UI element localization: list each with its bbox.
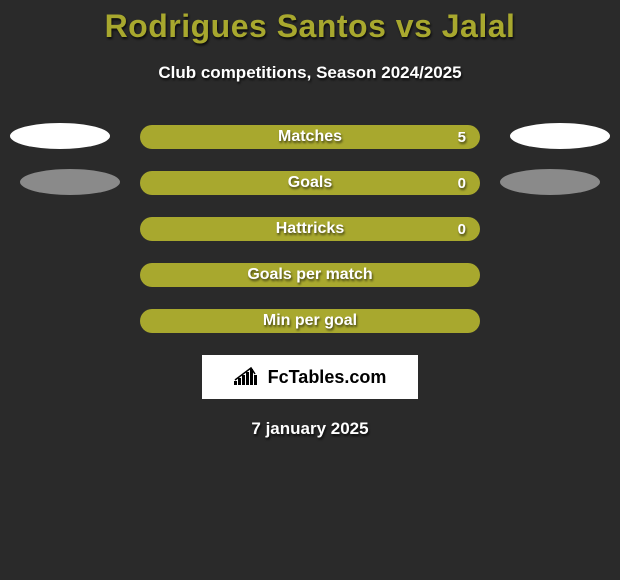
stat-row: Goals per match — [0, 263, 620, 287]
stat-value: 0 — [458, 221, 466, 238]
stat-bar: Matches 5 — [140, 125, 480, 149]
stat-row: Hattricks 0 — [0, 217, 620, 241]
brand-text: FcTables.com — [268, 367, 387, 388]
stat-rows: Matches 5 Goals 0 Hattricks 0 Goals per … — [0, 125, 620, 333]
brand-badge: FcTables.com — [202, 355, 418, 399]
left-marker-ellipse — [20, 169, 120, 195]
stat-label: Hattricks — [276, 220, 344, 238]
stat-label: Goals per match — [247, 266, 372, 284]
stat-label: Min per goal — [263, 312, 357, 330]
stat-value: 5 — [458, 129, 466, 146]
subtitle: Club competitions, Season 2024/2025 — [0, 63, 620, 83]
stat-label: Goals — [288, 174, 332, 192]
stat-value: 0 — [458, 175, 466, 192]
page-title: Rodrigues Santos vs Jalal — [0, 0, 620, 45]
stat-bar: Hattricks 0 — [140, 217, 480, 241]
stat-row: Goals 0 — [0, 171, 620, 195]
date-text: 7 january 2025 — [0, 419, 620, 439]
right-marker-ellipse — [500, 169, 600, 195]
stat-bar: Min per goal — [140, 309, 480, 333]
right-marker-ellipse — [510, 123, 610, 149]
stat-bar: Goals 0 — [140, 171, 480, 195]
stat-label: Matches — [278, 128, 342, 146]
stat-row: Matches 5 — [0, 125, 620, 149]
stat-bar: Goals per match — [140, 263, 480, 287]
infographic-container: Rodrigues Santos vs Jalal Club competiti… — [0, 0, 620, 580]
brand-bars-icon — [234, 365, 262, 390]
left-marker-ellipse — [10, 123, 110, 149]
stat-row: Min per goal — [0, 309, 620, 333]
